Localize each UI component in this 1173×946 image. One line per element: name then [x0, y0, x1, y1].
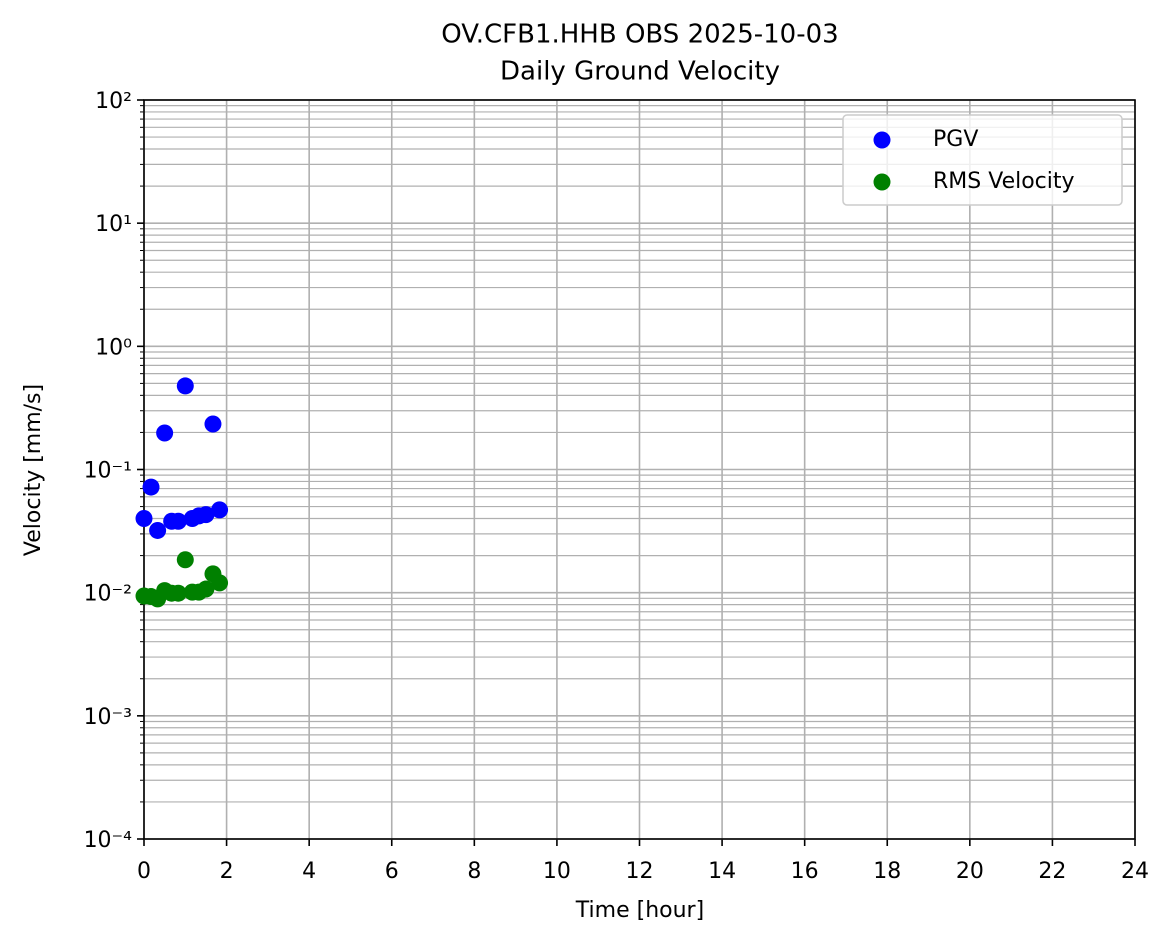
y-tick-label: 10⁻³: [84, 705, 132, 730]
y-tick-label: 10⁻¹: [84, 459, 132, 484]
point: [204, 415, 222, 433]
x-tick-label: 22: [1038, 859, 1066, 884]
chart-title: OV.CFB1.HHB OBS 2025-10-03: [441, 20, 838, 50]
plot-frame: [143, 99, 1136, 840]
point: [142, 478, 160, 496]
point: [169, 584, 187, 602]
y-axis-label: Velocity [mm/s]: [21, 384, 46, 556]
x-tick-label: 0: [137, 859, 151, 884]
point: [135, 510, 153, 528]
x-tick-label: 8: [467, 859, 481, 884]
y-tick-label: 10¹: [95, 212, 132, 237]
y-tick-label: 10⁻²: [84, 582, 132, 607]
y-tick-label: 10²: [95, 89, 132, 114]
x-tick-label: 10: [543, 859, 571, 884]
y-tick-label: 10⁻⁴: [84, 828, 133, 853]
legend-marker: [873, 173, 891, 191]
x-tick-label: 20: [956, 859, 984, 884]
x-tick-label: 14: [708, 859, 736, 884]
point: [149, 521, 167, 539]
point: [156, 424, 174, 442]
point: [197, 506, 215, 524]
legend-label: PGV: [933, 127, 978, 152]
point: [176, 377, 194, 395]
x-tick-label: 2: [220, 859, 234, 884]
x-axis-label: Time [hour]: [575, 898, 704, 923]
x-tick-label: 12: [626, 859, 654, 884]
x-tick-label: 16: [791, 859, 819, 884]
legend-box: [842, 114, 1123, 206]
legend-label: RMS Velocity: [933, 169, 1075, 194]
x-tick-label: 6: [385, 859, 399, 884]
point: [176, 551, 194, 569]
point: [211, 501, 229, 519]
y-tick-label: 10⁰: [95, 335, 132, 360]
point: [169, 512, 187, 530]
chart-subtitle: Daily Ground Velocity: [500, 57, 780, 87]
x-tick-label: 4: [302, 859, 316, 884]
x-tick-label: 24: [1121, 859, 1149, 884]
point: [211, 574, 229, 592]
legend-marker: [873, 131, 891, 149]
point: [197, 580, 215, 598]
x-tick-label: 18: [873, 859, 901, 884]
